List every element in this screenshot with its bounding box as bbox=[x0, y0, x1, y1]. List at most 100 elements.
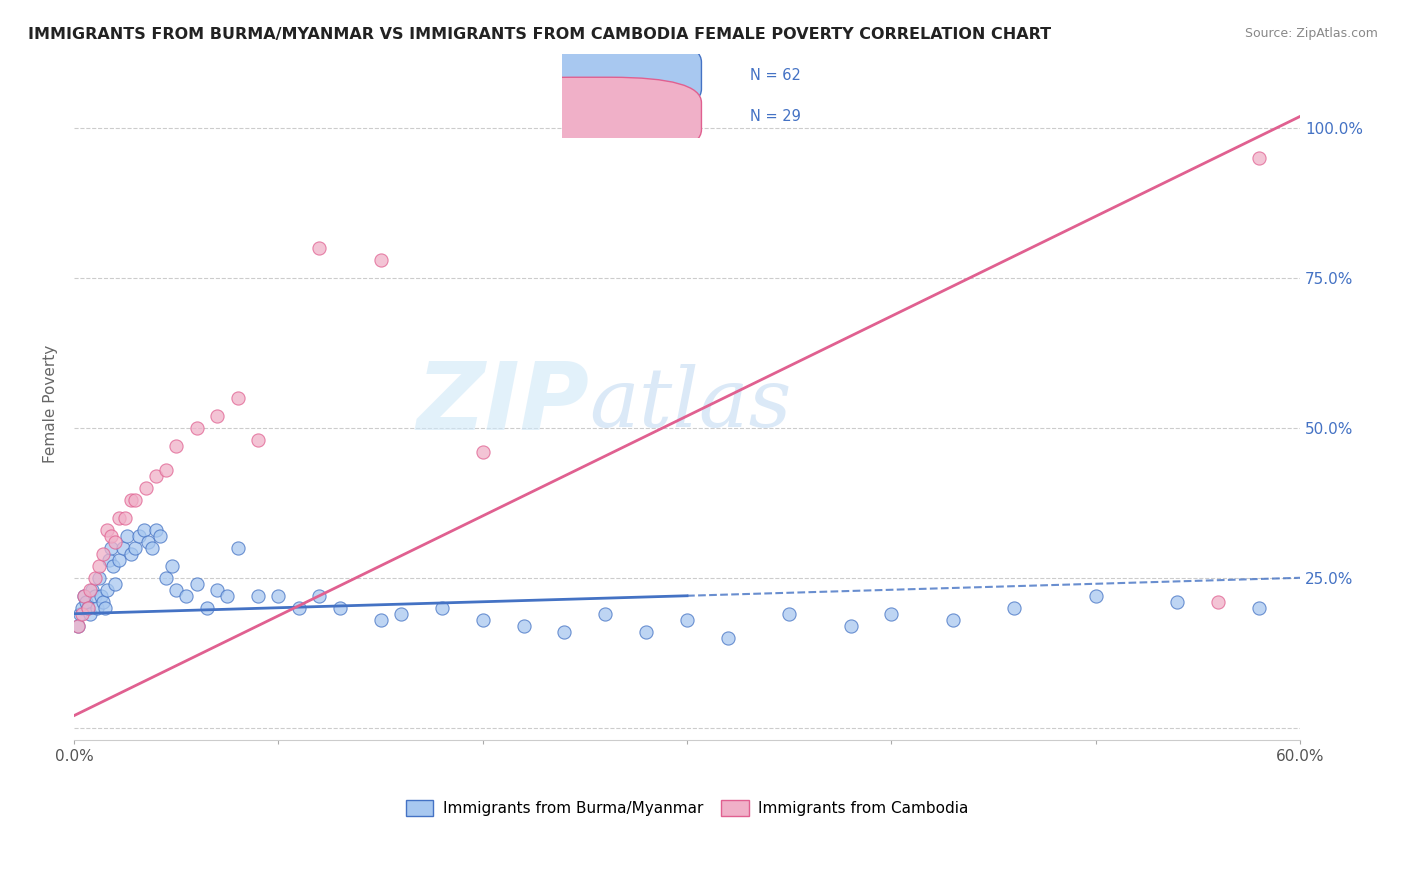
Point bbox=[778, 607, 800, 621]
Point bbox=[96, 523, 118, 537]
Point bbox=[72, 600, 94, 615]
Point bbox=[132, 523, 155, 537]
Point bbox=[329, 600, 352, 615]
Point bbox=[471, 445, 494, 459]
Point bbox=[246, 589, 269, 603]
Text: R = 0.059: R = 0.059 bbox=[623, 68, 696, 83]
Point bbox=[67, 618, 90, 632]
Point bbox=[308, 589, 330, 603]
Point bbox=[1084, 589, 1107, 603]
Point bbox=[141, 541, 163, 555]
Point bbox=[226, 541, 249, 555]
Point bbox=[217, 589, 239, 603]
Point bbox=[73, 589, 96, 603]
Point bbox=[1002, 600, 1025, 615]
Point bbox=[636, 121, 658, 136]
Point bbox=[91, 595, 114, 609]
Point bbox=[108, 511, 131, 525]
Point bbox=[75, 595, 97, 609]
Point bbox=[430, 600, 453, 615]
Point bbox=[97, 553, 120, 567]
Point bbox=[91, 547, 114, 561]
Point bbox=[112, 541, 135, 555]
Point bbox=[83, 571, 105, 585]
Point bbox=[149, 529, 172, 543]
Point bbox=[186, 576, 208, 591]
Text: Source: ZipAtlas.com: Source: ZipAtlas.com bbox=[1244, 27, 1378, 40]
Point bbox=[176, 589, 198, 603]
Point bbox=[120, 492, 142, 507]
Point bbox=[79, 607, 101, 621]
Point bbox=[512, 618, 534, 632]
Point bbox=[160, 558, 183, 573]
Point bbox=[67, 618, 90, 632]
Point bbox=[114, 511, 136, 525]
Point bbox=[267, 589, 290, 603]
Point bbox=[82, 582, 104, 597]
Point bbox=[90, 589, 112, 603]
Point bbox=[1166, 595, 1188, 609]
Point bbox=[104, 576, 127, 591]
Text: ZIP: ZIP bbox=[416, 358, 589, 450]
Point bbox=[165, 582, 187, 597]
Point bbox=[595, 607, 617, 621]
Point bbox=[87, 558, 110, 573]
Point bbox=[93, 600, 115, 615]
Point bbox=[226, 391, 249, 405]
Y-axis label: Female Poverty: Female Poverty bbox=[44, 345, 58, 463]
Point bbox=[104, 534, 127, 549]
FancyBboxPatch shape bbox=[481, 37, 702, 114]
Point bbox=[389, 607, 412, 621]
Point bbox=[370, 613, 392, 627]
Text: atlas: atlas bbox=[589, 364, 792, 444]
Point bbox=[717, 631, 740, 645]
Point bbox=[115, 529, 138, 543]
Point bbox=[205, 582, 228, 597]
Point bbox=[135, 481, 157, 495]
Point bbox=[288, 600, 311, 615]
Point bbox=[155, 463, 177, 477]
FancyBboxPatch shape bbox=[481, 78, 702, 155]
Point bbox=[471, 613, 494, 627]
Point bbox=[77, 600, 100, 615]
Point bbox=[880, 607, 903, 621]
Point bbox=[676, 613, 699, 627]
Text: R =  0.741: R = 0.741 bbox=[623, 109, 702, 124]
Point bbox=[101, 558, 124, 573]
Point bbox=[145, 469, 167, 483]
Point bbox=[73, 589, 96, 603]
Point bbox=[1249, 600, 1271, 615]
Point bbox=[128, 529, 150, 543]
Point bbox=[77, 600, 100, 615]
Point bbox=[124, 541, 146, 555]
Point bbox=[69, 607, 91, 621]
Point bbox=[108, 553, 131, 567]
Point bbox=[308, 241, 330, 255]
Point bbox=[136, 534, 159, 549]
Text: IMMIGRANTS FROM BURMA/MYANMAR VS IMMIGRANTS FROM CAMBODIA FEMALE POVERTY CORRELA: IMMIGRANTS FROM BURMA/MYANMAR VS IMMIGRA… bbox=[28, 27, 1052, 42]
Point bbox=[370, 253, 392, 268]
Point bbox=[72, 607, 94, 621]
Point bbox=[86, 600, 108, 615]
Point bbox=[165, 439, 187, 453]
Point bbox=[942, 613, 965, 627]
Point bbox=[636, 624, 658, 639]
Point bbox=[155, 571, 177, 585]
Point bbox=[120, 547, 142, 561]
Point bbox=[1249, 152, 1271, 166]
Point bbox=[1206, 595, 1229, 609]
Point bbox=[145, 523, 167, 537]
Point bbox=[246, 433, 269, 447]
Point bbox=[839, 618, 862, 632]
Point bbox=[87, 571, 110, 585]
Point bbox=[553, 624, 575, 639]
Text: N = 62: N = 62 bbox=[749, 68, 800, 83]
Point bbox=[79, 582, 101, 597]
Point bbox=[195, 600, 218, 615]
Legend: Immigrants from Burma/Myanmar, Immigrants from Cambodia: Immigrants from Burma/Myanmar, Immigrant… bbox=[399, 794, 974, 822]
Point bbox=[100, 529, 122, 543]
Point bbox=[83, 589, 105, 603]
Point bbox=[100, 541, 122, 555]
Text: N = 29: N = 29 bbox=[749, 109, 800, 124]
Point bbox=[96, 582, 118, 597]
